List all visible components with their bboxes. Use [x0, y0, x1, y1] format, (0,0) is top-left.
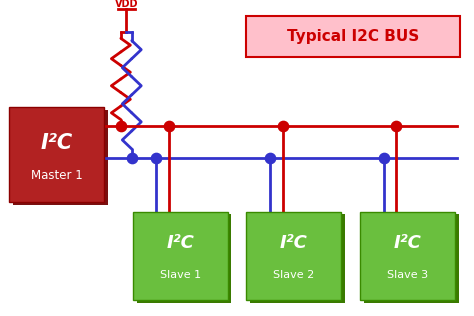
Text: Master 1: Master 1: [31, 169, 83, 182]
FancyBboxPatch shape: [13, 110, 108, 205]
Text: Typical I2C BUS: Typical I2C BUS: [287, 29, 419, 44]
Point: [380, 155, 388, 161]
Text: I²C: I²C: [394, 234, 421, 252]
Point: [266, 155, 274, 161]
FancyBboxPatch shape: [9, 107, 104, 202]
Text: Slave 3: Slave 3: [387, 270, 428, 280]
FancyBboxPatch shape: [246, 16, 460, 57]
Text: Slave 2: Slave 2: [273, 270, 315, 280]
Point: [279, 124, 286, 129]
Point: [153, 155, 160, 161]
FancyBboxPatch shape: [250, 214, 345, 303]
Point: [165, 124, 173, 129]
FancyBboxPatch shape: [364, 214, 459, 303]
Text: I²C: I²C: [41, 133, 73, 154]
Text: Slave 1: Slave 1: [160, 270, 201, 280]
FancyBboxPatch shape: [360, 212, 455, 300]
Text: I²C: I²C: [166, 234, 194, 252]
Text: I²C: I²C: [280, 234, 308, 252]
Point: [392, 124, 400, 129]
Text: VDD: VDD: [115, 0, 138, 9]
FancyBboxPatch shape: [137, 214, 231, 303]
FancyBboxPatch shape: [133, 212, 228, 300]
Point: [117, 124, 125, 129]
FancyBboxPatch shape: [246, 212, 341, 300]
Point: [128, 155, 136, 161]
